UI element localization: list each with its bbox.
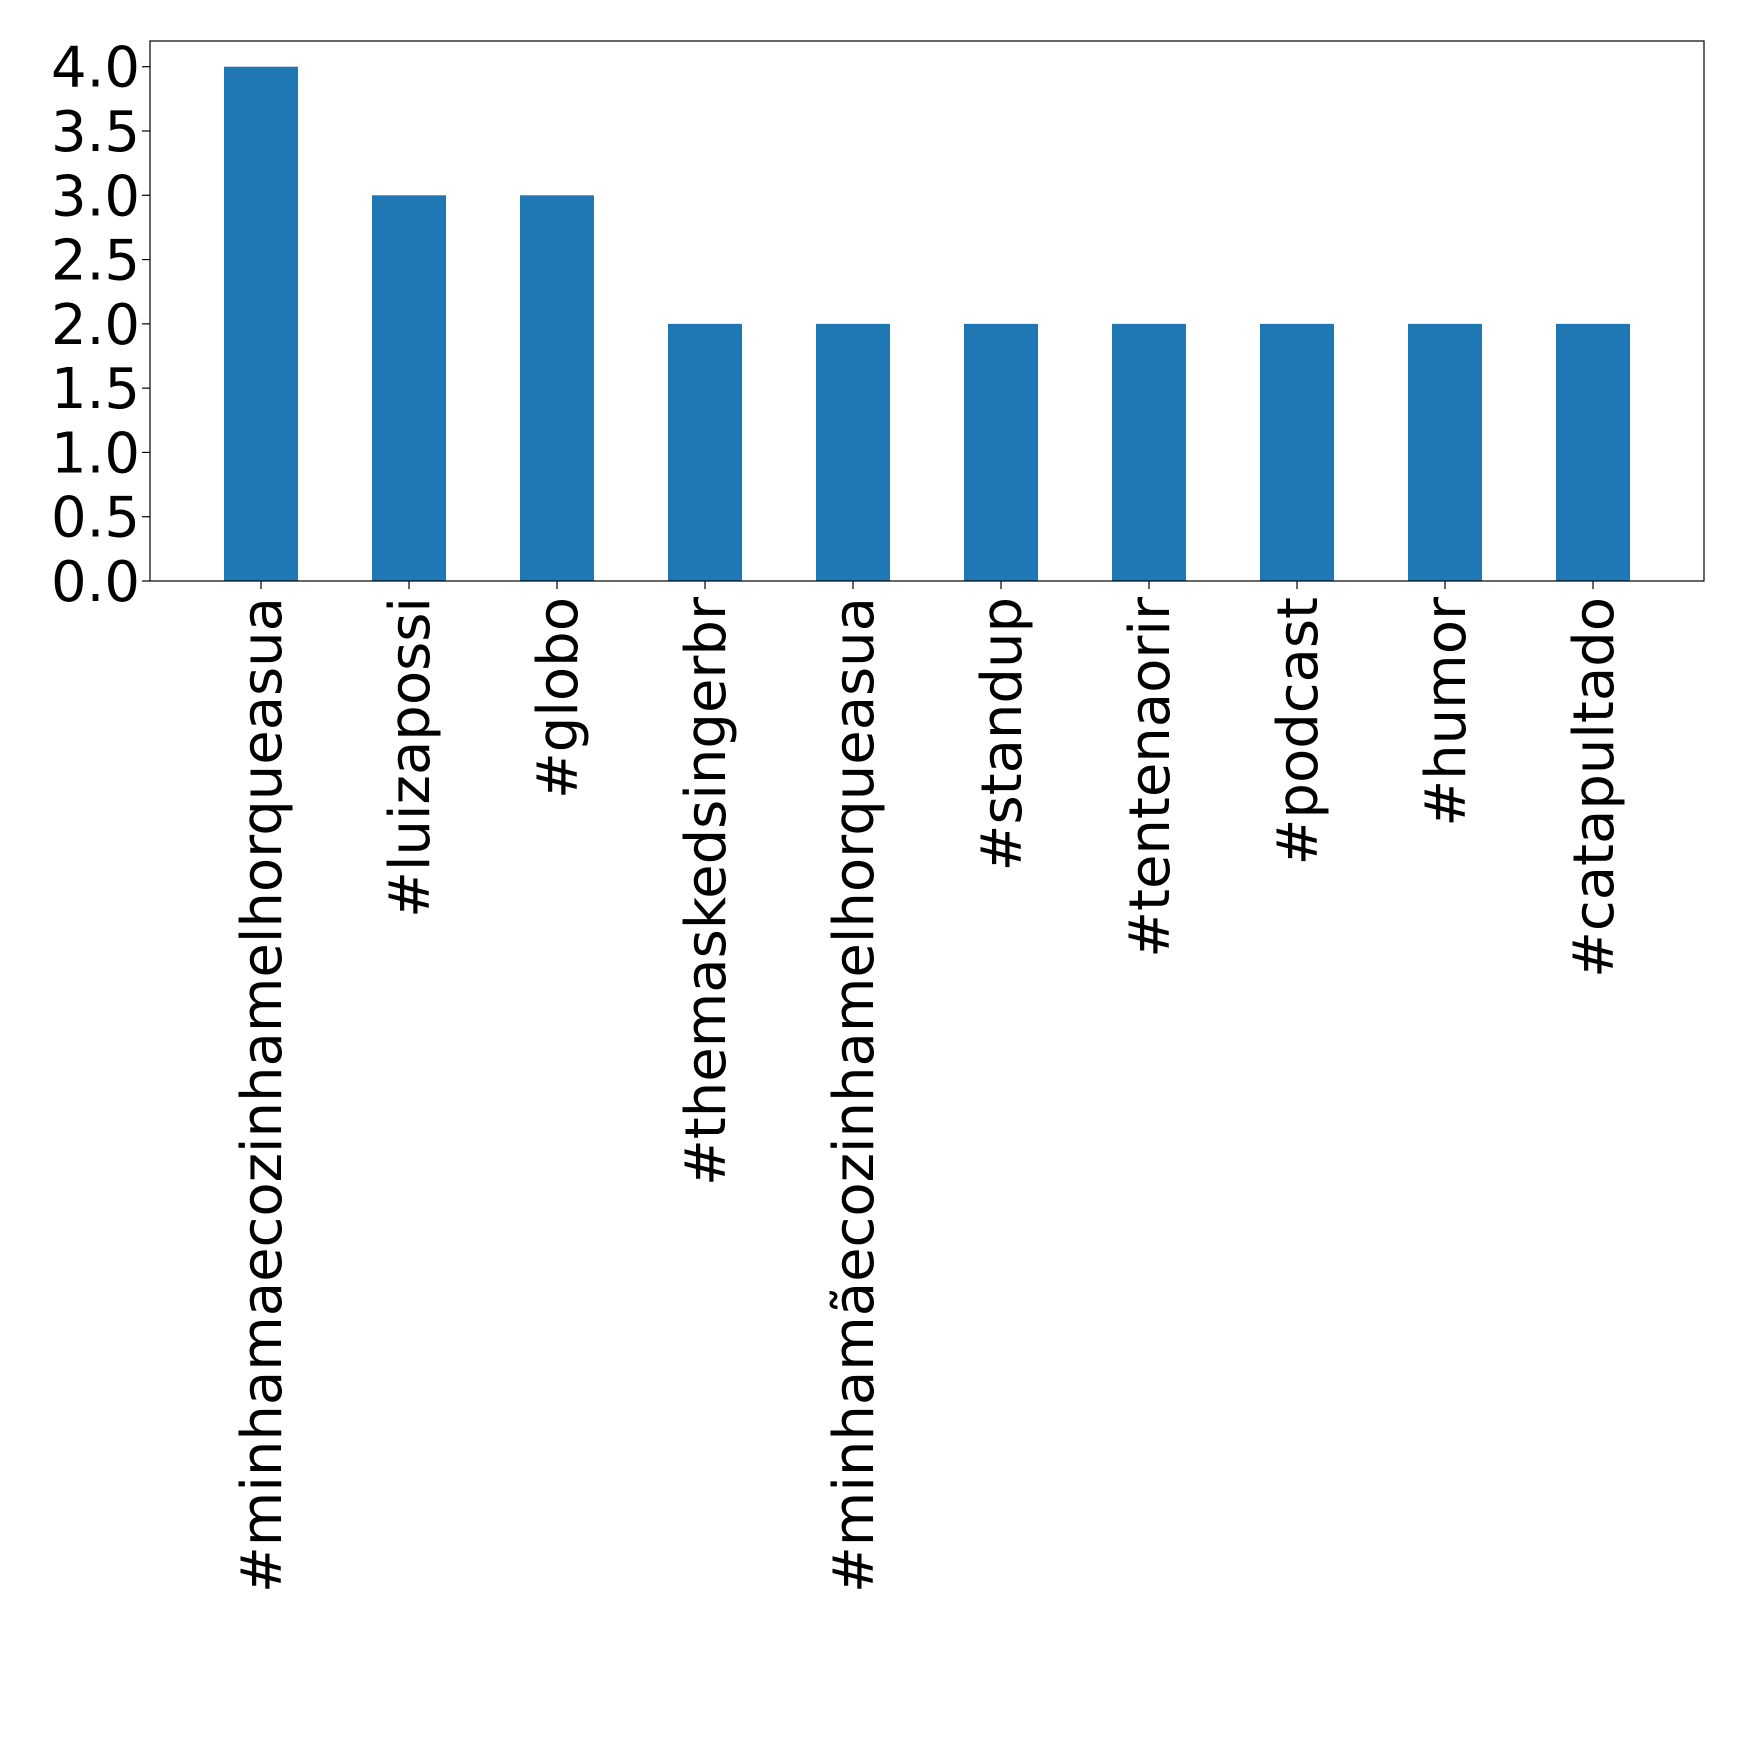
y-tick-label: 4.0: [51, 36, 140, 101]
x-tick-label: #luizapossi: [378, 597, 443, 918]
x-tick-label: #globo: [526, 597, 591, 799]
bar: [668, 323, 742, 581]
y-tick-label: 0.0: [51, 550, 140, 615]
y-tick-label: 2.0: [51, 293, 140, 358]
y-tick-label: 2.5: [51, 229, 140, 294]
bar: [1260, 323, 1334, 581]
bar: [816, 323, 890, 581]
y-tick-label: 3.5: [51, 100, 140, 165]
plot-frame: [149, 40, 1705, 582]
bar: [520, 195, 594, 582]
y-axis: 0.00.51.01.52.02.53.03.54.0: [51, 36, 150, 615]
bar-series: [224, 66, 1630, 582]
x-tick-label: #catapultado: [1562, 597, 1627, 978]
x-tick-label: #standup: [970, 597, 1035, 871]
y-tick-label: 3.0: [51, 164, 140, 229]
x-tick-label: #minhamãecozinhamelhorqueasua: [822, 597, 887, 1593]
x-tick-label: #humor: [1414, 596, 1479, 827]
x-axis: #minhamaecozinhamelhorqueasua #luizapossi…: [230, 581, 1627, 1593]
bar: [372, 195, 446, 582]
bar: [964, 323, 1038, 581]
bar: [1408, 323, 1482, 581]
bar: [224, 66, 298, 581]
bar: [1112, 323, 1186, 581]
x-tick-label: #tentenaorir: [1118, 596, 1183, 958]
y-tick-label: 0.5: [51, 486, 140, 551]
x-tick-label: #themaskedsingerbr: [674, 596, 739, 1186]
y-tick-label: 1.0: [51, 421, 140, 486]
x-tick-label: #minhamaecozinhamelhorqueasua: [230, 597, 295, 1593]
bar: [1556, 323, 1630, 581]
y-tick-label: 1.5: [51, 357, 140, 422]
x-tick-label: #podcast: [1266, 597, 1331, 866]
